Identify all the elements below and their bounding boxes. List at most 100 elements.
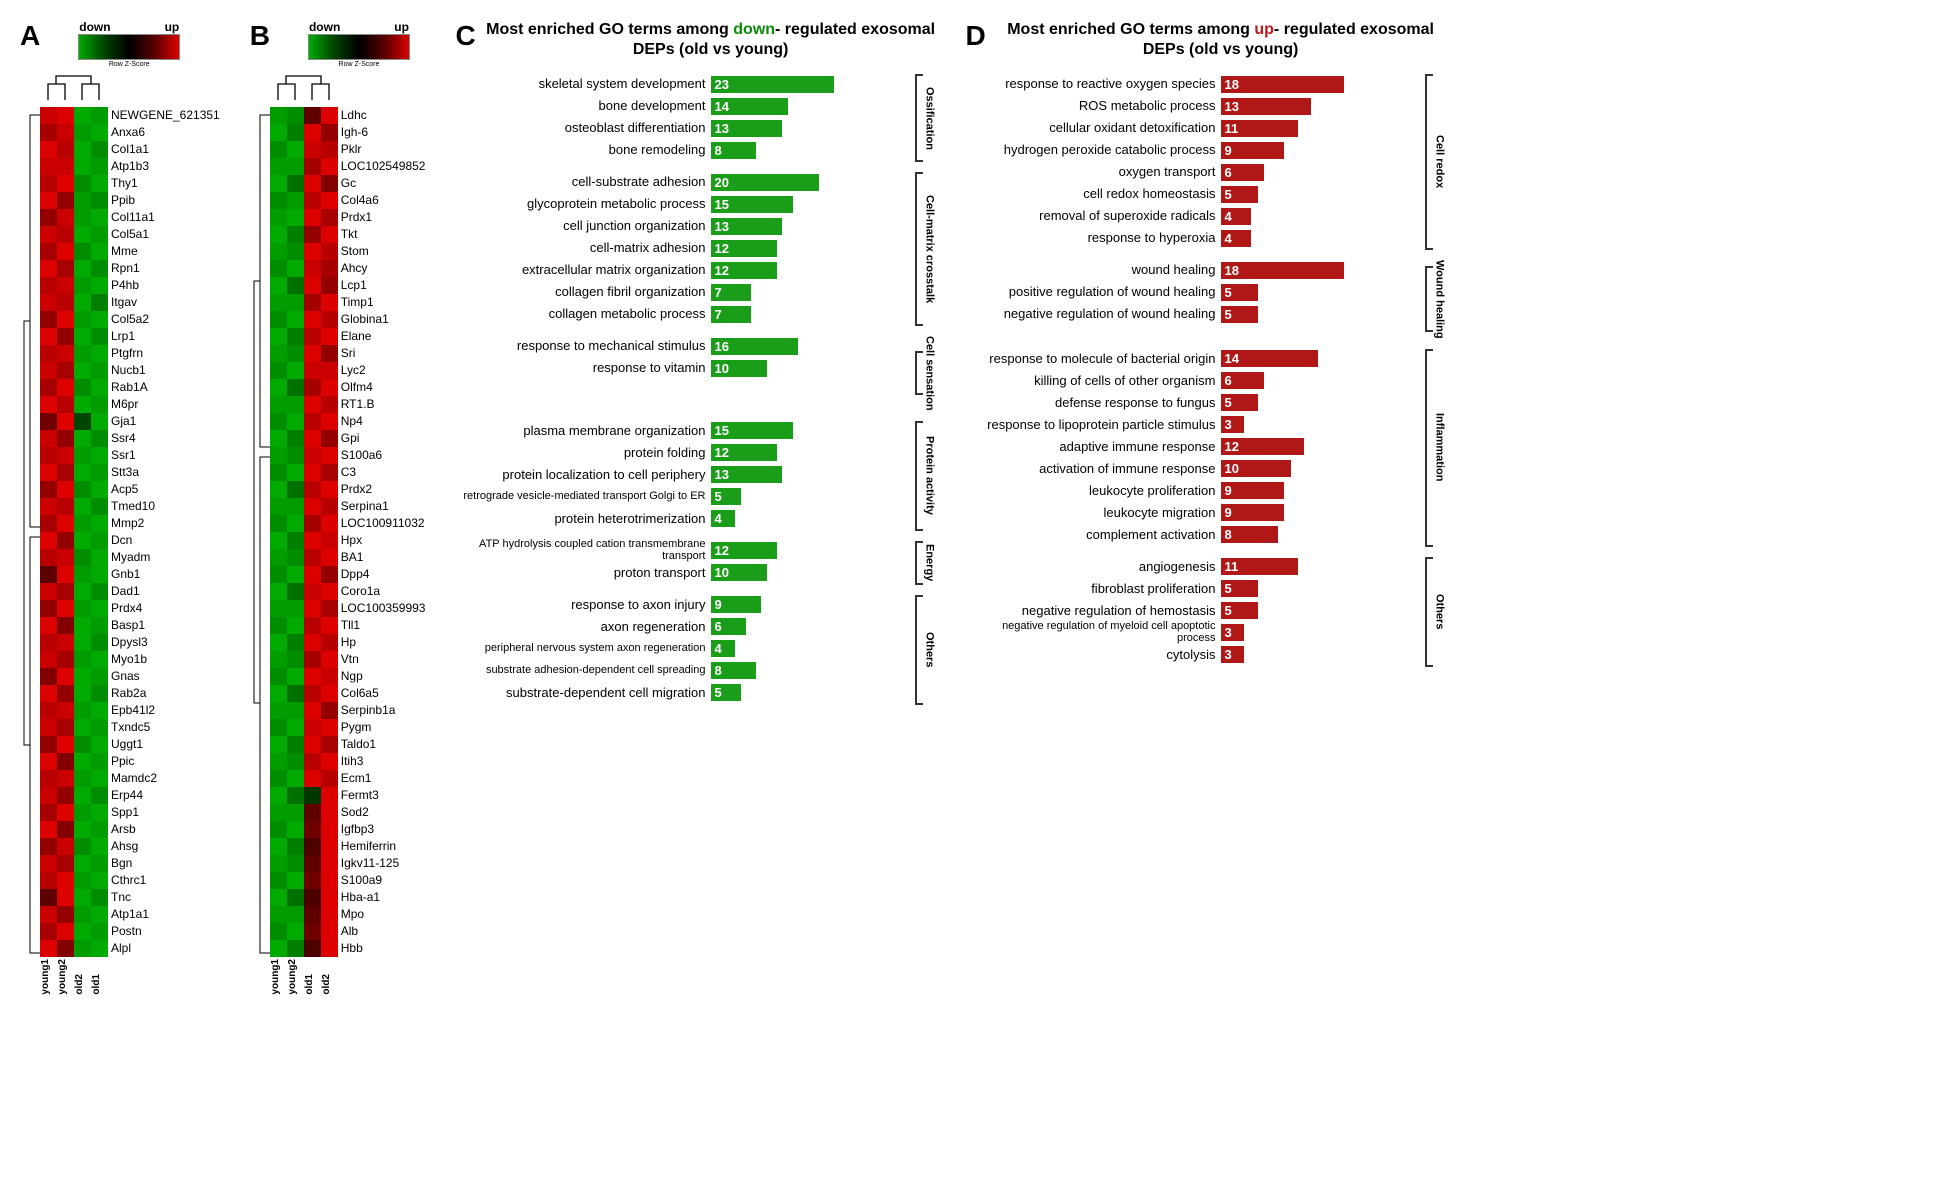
heatmap-cell [74, 464, 91, 481]
heatmap-cell [270, 668, 287, 685]
go-term-label: ROS metabolic process [965, 99, 1221, 113]
heatmap-cell [91, 668, 108, 685]
heatmap-cell [91, 889, 108, 906]
heatmap-cell [321, 311, 338, 328]
heatmap-cell [304, 532, 321, 549]
go-bar: 10 [711, 360, 766, 377]
heatmap-cell [287, 209, 304, 226]
heatmap-cell [57, 940, 74, 957]
heatmap-cell [57, 702, 74, 719]
heatmap-cell [57, 311, 74, 328]
heatmap-cell [74, 362, 91, 379]
heatmap-cell [304, 685, 321, 702]
heatmap-cell [321, 838, 338, 855]
heatmap-cell [287, 328, 304, 345]
heatmap-cell [40, 872, 57, 889]
go-bar-row: killing of cells of other organism6 [965, 371, 1411, 391]
down-label: down [79, 20, 110, 34]
gene-label: Prdx4 [111, 600, 220, 617]
go-bar: 13 [711, 120, 782, 137]
heatmap-cell [91, 923, 108, 940]
heatmap-cell [304, 668, 321, 685]
heatmap-cell [74, 736, 91, 753]
heatmap-cell [91, 685, 108, 702]
go-term-label: complement activation [965, 528, 1221, 542]
gene-label: Atp1b3 [111, 158, 220, 175]
go-term-label: response to vitamin [455, 361, 711, 375]
heatmap-cell [91, 243, 108, 260]
go-bar: 9 [1221, 482, 1284, 499]
gene-label: Itih3 [341, 753, 426, 770]
gene-label: Serpinb1a [341, 702, 426, 719]
go-term-label: adaptive immune response [965, 440, 1221, 454]
go-bar-row: response to mechanical stimulus16 [455, 336, 901, 356]
sample-label: old1 [304, 959, 321, 995]
bracket-icon [915, 172, 923, 326]
go-bar-row: skeletal system development23 [455, 74, 901, 94]
heatmap-cell [40, 430, 57, 447]
go-term-label: skeletal system development [455, 77, 711, 91]
go-term-label: ATP hydrolysis coupled cation transmembr… [455, 539, 711, 562]
heatmap-cell [57, 532, 74, 549]
heatmap-cell [74, 889, 91, 906]
bracket-icon [1425, 74, 1433, 250]
heatmap-cell [304, 549, 321, 566]
heatmap-cell [91, 209, 108, 226]
heatmap-cell [270, 413, 287, 430]
heatmap-cell [270, 124, 287, 141]
heatmap-cell [321, 192, 338, 209]
heatmap-cell [287, 685, 304, 702]
heatmap-B-grid [270, 107, 338, 957]
go-term-label: response to molecule of bacterial origin [965, 352, 1221, 366]
heatmap-cell [57, 141, 74, 158]
go-group: response to axon injury9axon regeneratio… [455, 595, 935, 705]
go-bar: 6 [1221, 372, 1264, 389]
heatmap-cell [91, 328, 108, 345]
go-bar-row: protein localization to cell periphery13 [455, 465, 901, 485]
go-bar-row: protein folding12 [455, 443, 901, 463]
go-bar-row: protein heterotrimerization4 [455, 509, 901, 529]
heatmap-cell [74, 668, 91, 685]
heatmap-cell [287, 175, 304, 192]
heatmap-cell [270, 379, 287, 396]
go-bar-row: substrate adhesion-dependent cell spread… [455, 661, 901, 681]
heatmap-cell [74, 651, 91, 668]
go-category-label: Others [1433, 594, 1445, 629]
go-group: skeletal system development23bone develo… [455, 74, 935, 162]
go-term-label: protein folding [455, 446, 711, 460]
dendrogram-top-B [270, 72, 338, 102]
go-bar: 4 [1221, 208, 1251, 225]
gene-labels-B: LdhcIgh-6PklrLOC102549852GcCol4a6Prdx1Tk… [341, 107, 426, 957]
gene-label: BA1 [341, 549, 426, 566]
heatmap-cell [91, 617, 108, 634]
heatmap-cell [287, 141, 304, 158]
go-bar-row: adaptive immune response12 [965, 437, 1411, 457]
heatmap-cell [40, 923, 57, 940]
heatmap-cell [270, 515, 287, 532]
heatmap-cell [321, 617, 338, 634]
go-bar: 12 [711, 542, 777, 559]
heatmap-cell [91, 906, 108, 923]
heatmap-cell [74, 141, 91, 158]
heatmap-cell [321, 532, 338, 549]
heatmap-cell [91, 192, 108, 209]
go-category-label: Others [923, 632, 935, 667]
heatmap-cell [91, 702, 108, 719]
heatmap-cell [304, 719, 321, 736]
go-group: response to molecule of bacterial origin… [965, 349, 1445, 547]
heatmap-cell [287, 294, 304, 311]
gene-label: Pklr [341, 141, 426, 158]
heatmap-cell [287, 634, 304, 651]
heatmap-cell [321, 498, 338, 515]
heatmap-cell [287, 651, 304, 668]
heatmap-cell [57, 498, 74, 515]
gene-label: Postn [111, 923, 220, 940]
heatmap-cell [304, 345, 321, 362]
go-bar-row: defense response to fungus5 [965, 393, 1411, 413]
heatmap-cell [304, 651, 321, 668]
go-bar: 12 [1221, 438, 1304, 455]
heatmap-cell [287, 770, 304, 787]
heatmap-cell [287, 719, 304, 736]
heatmap-cell [287, 260, 304, 277]
heatmap-cell [321, 668, 338, 685]
